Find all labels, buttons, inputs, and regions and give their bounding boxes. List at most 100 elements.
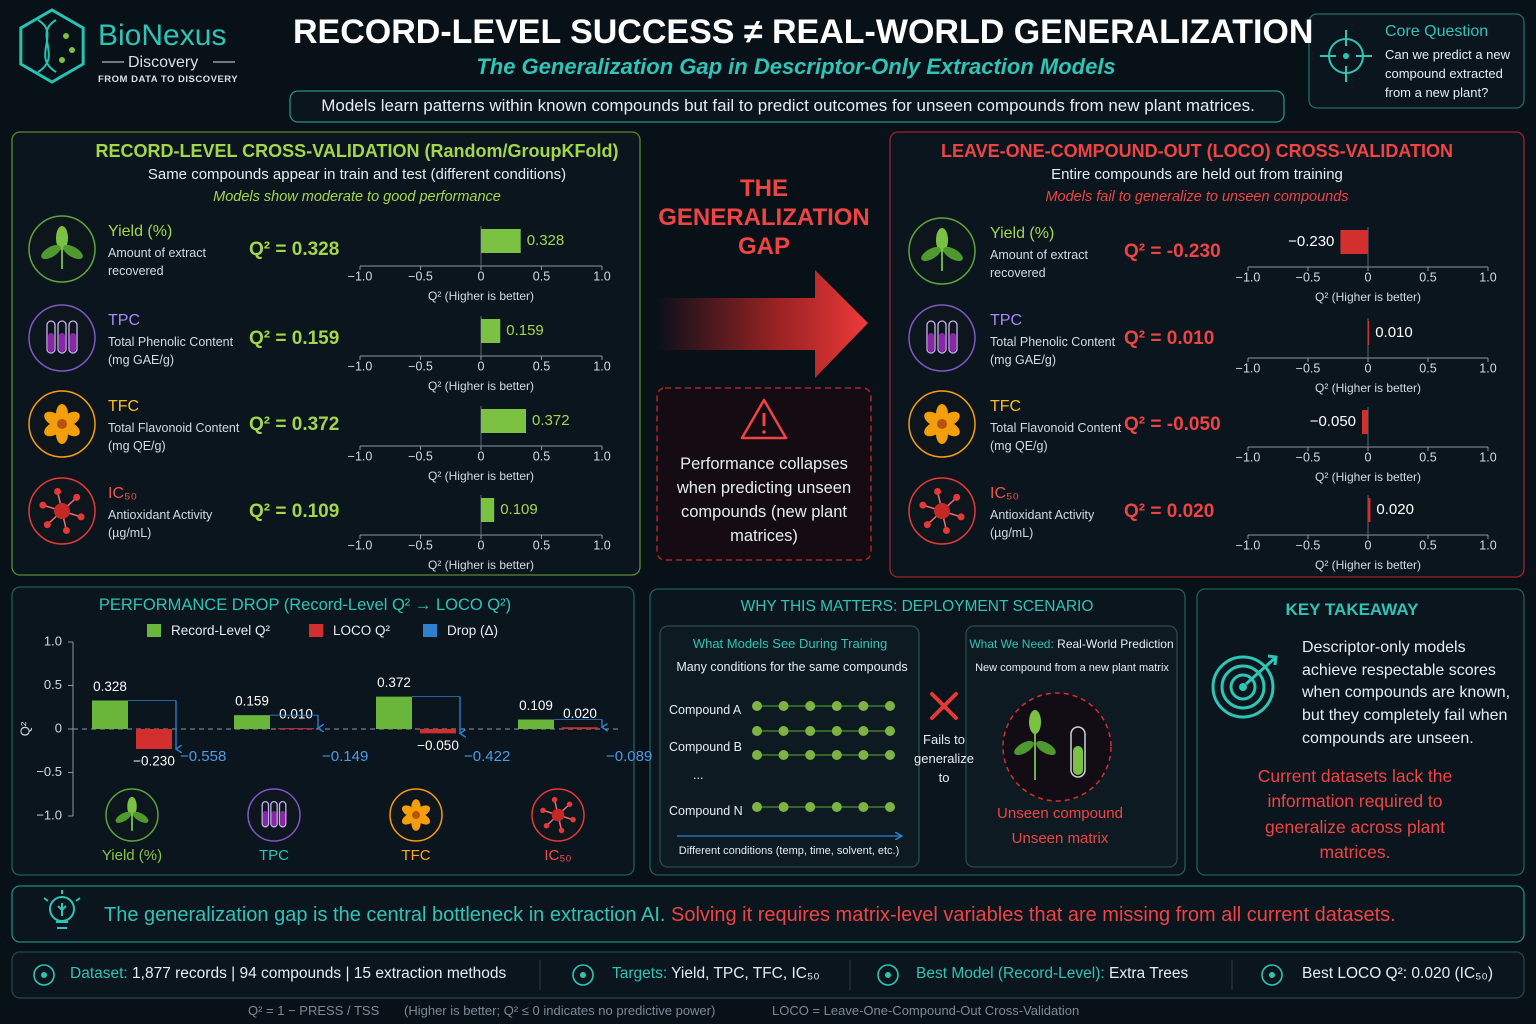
molecule-icon (43, 521, 51, 529)
molecule-icon (77, 513, 85, 521)
x-tick-label: −1.0 (1236, 270, 1261, 284)
x-tick-label: 0.5 (533, 359, 550, 373)
leaf-icon (127, 796, 137, 816)
fails-text: Fails to generalize to (914, 732, 974, 785)
need-subtitle: New compound from a new plant matrix (975, 662, 1169, 674)
target-icon (1239, 683, 1247, 691)
bar (481, 229, 521, 253)
leaf-icon (41, 245, 61, 259)
condition-dot (858, 802, 869, 812)
value-label: 0.020 (563, 706, 597, 721)
footer-icon (1269, 972, 1275, 978)
footer-label: Targets: (612, 965, 668, 982)
condition-dot (752, 802, 762, 812)
condition-dot (805, 701, 816, 711)
metric-name: IC₅₀ (990, 485, 1020, 502)
footnote: Q² = 1 − PRESS / TSS (248, 1003, 380, 1018)
warning-box (656, 387, 872, 561)
footer-icon (885, 972, 891, 978)
drop-label: −0.422 (464, 748, 510, 765)
tube-icon (68, 320, 78, 354)
target-icon (1220, 664, 1266, 710)
molecule-icon (62, 527, 70, 535)
leaf-icon (132, 811, 149, 823)
footer-icon (41, 972, 47, 978)
x-tick-label: −0.5 (408, 269, 433, 283)
x-axis-label: Q² (Higher is better) (428, 379, 534, 393)
category-label: TPC (259, 847, 289, 864)
x-tick-label: 0 (1365, 270, 1372, 284)
value-label: 0.010 (1375, 324, 1413, 341)
legend-label: LOCO Q² (333, 623, 391, 638)
condition-dot (858, 750, 869, 760)
tube-icon (262, 811, 268, 827)
x-tick-label: 0 (1365, 361, 1372, 375)
core-question-text: Can we predict a new compound extracted … (1385, 47, 1511, 100)
value-label: 0.372 (532, 412, 570, 429)
bar (1340, 230, 1368, 254)
x-tick-label: 1.0 (1479, 361, 1496, 375)
tube-icon (46, 320, 56, 354)
tube-icon (70, 333, 76, 352)
unseen-label: Unseen compound (997, 805, 1123, 822)
leaf-icon (56, 226, 68, 250)
tube-icon (278, 800, 287, 828)
panel-note: Models fail to generalize to unseen comp… (1045, 189, 1349, 205)
x-tick-label: 0 (478, 538, 485, 552)
q2-text: Q² = 0.109 (249, 501, 340, 522)
bar (234, 715, 270, 729)
gap-title: THE (740, 175, 788, 202)
bar (136, 729, 172, 750)
need-title-text: Real-World Prediction (1057, 637, 1174, 651)
gap-warning: Performance collapses when predicting un… (676, 455, 852, 545)
compound-label: ... (693, 768, 704, 782)
metric-name: Yield (%) (108, 223, 173, 240)
panel-title: WHY THIS MATTERS: DEPLOYMENT SCENARIO (740, 598, 1094, 615)
takeaway-panel (1196, 588, 1525, 876)
panel-title: RECORD-LEVEL CROSS-VALIDATION (Random/Gr… (95, 141, 619, 161)
x-axis-label: Q² (Higher is better) (1315, 558, 1421, 572)
flower-icon (412, 811, 420, 819)
value-label: 0.109 (500, 501, 538, 518)
x-tick-label: 0 (1365, 538, 1372, 552)
x-tick-label: −1.0 (348, 538, 373, 552)
condition-dot (885, 750, 895, 760)
tube-icon (948, 320, 958, 354)
panel-title: LEAVE-ONE-COMPOUND-OUT (LOCO) CROSS-VALI… (941, 141, 1453, 161)
crosshair-icon (1320, 30, 1372, 82)
flower-icon (937, 419, 947, 429)
x-tick-label: 1.0 (593, 449, 610, 463)
molecule-icon (558, 827, 565, 834)
bar (92, 700, 128, 729)
tube-icon (928, 333, 934, 352)
compound-label: Compound A (669, 703, 742, 717)
molecule-icon (54, 487, 62, 495)
bar (518, 719, 554, 729)
condition-dot (752, 726, 762, 736)
value-label: 0.159 (235, 694, 269, 709)
molecule-icon (919, 501, 927, 509)
condition-dot (805, 750, 816, 760)
bar (1368, 321, 1370, 345)
x-tick-label: −0.5 (1296, 270, 1321, 284)
value-label: 0.010 (279, 707, 313, 722)
x-tick-label: 0.5 (1419, 538, 1436, 552)
need-title: What We Need: Real-World Prediction (966, 637, 1177, 651)
metric-name: TPC (108, 312, 140, 329)
leaf-icon (63, 245, 83, 259)
tube-icon (950, 333, 956, 352)
y-tick-label: 0 (55, 720, 62, 735)
conditions-label: Different conditions (temp, time, solven… (678, 845, 900, 857)
footnote: LOCO = Leave-One-Compound-Out Cross-Vali… (772, 1003, 1080, 1018)
tube-icon (261, 800, 270, 828)
x-tick-label: 1.0 (1479, 538, 1496, 552)
x-tick-label: 0.5 (1419, 270, 1436, 284)
metric-description: Total Flavonoid Content (mg QE/g) (990, 421, 1122, 453)
q2-text: Q² = 0.020 (1124, 501, 1215, 522)
metric-description: Amount of extract recovered (990, 248, 1088, 280)
molecule-icon (551, 796, 558, 803)
molecule-icon (942, 527, 950, 535)
metric-name: TPC (990, 312, 1022, 329)
legend-swatch (423, 624, 437, 637)
condition-dot (778, 802, 789, 812)
